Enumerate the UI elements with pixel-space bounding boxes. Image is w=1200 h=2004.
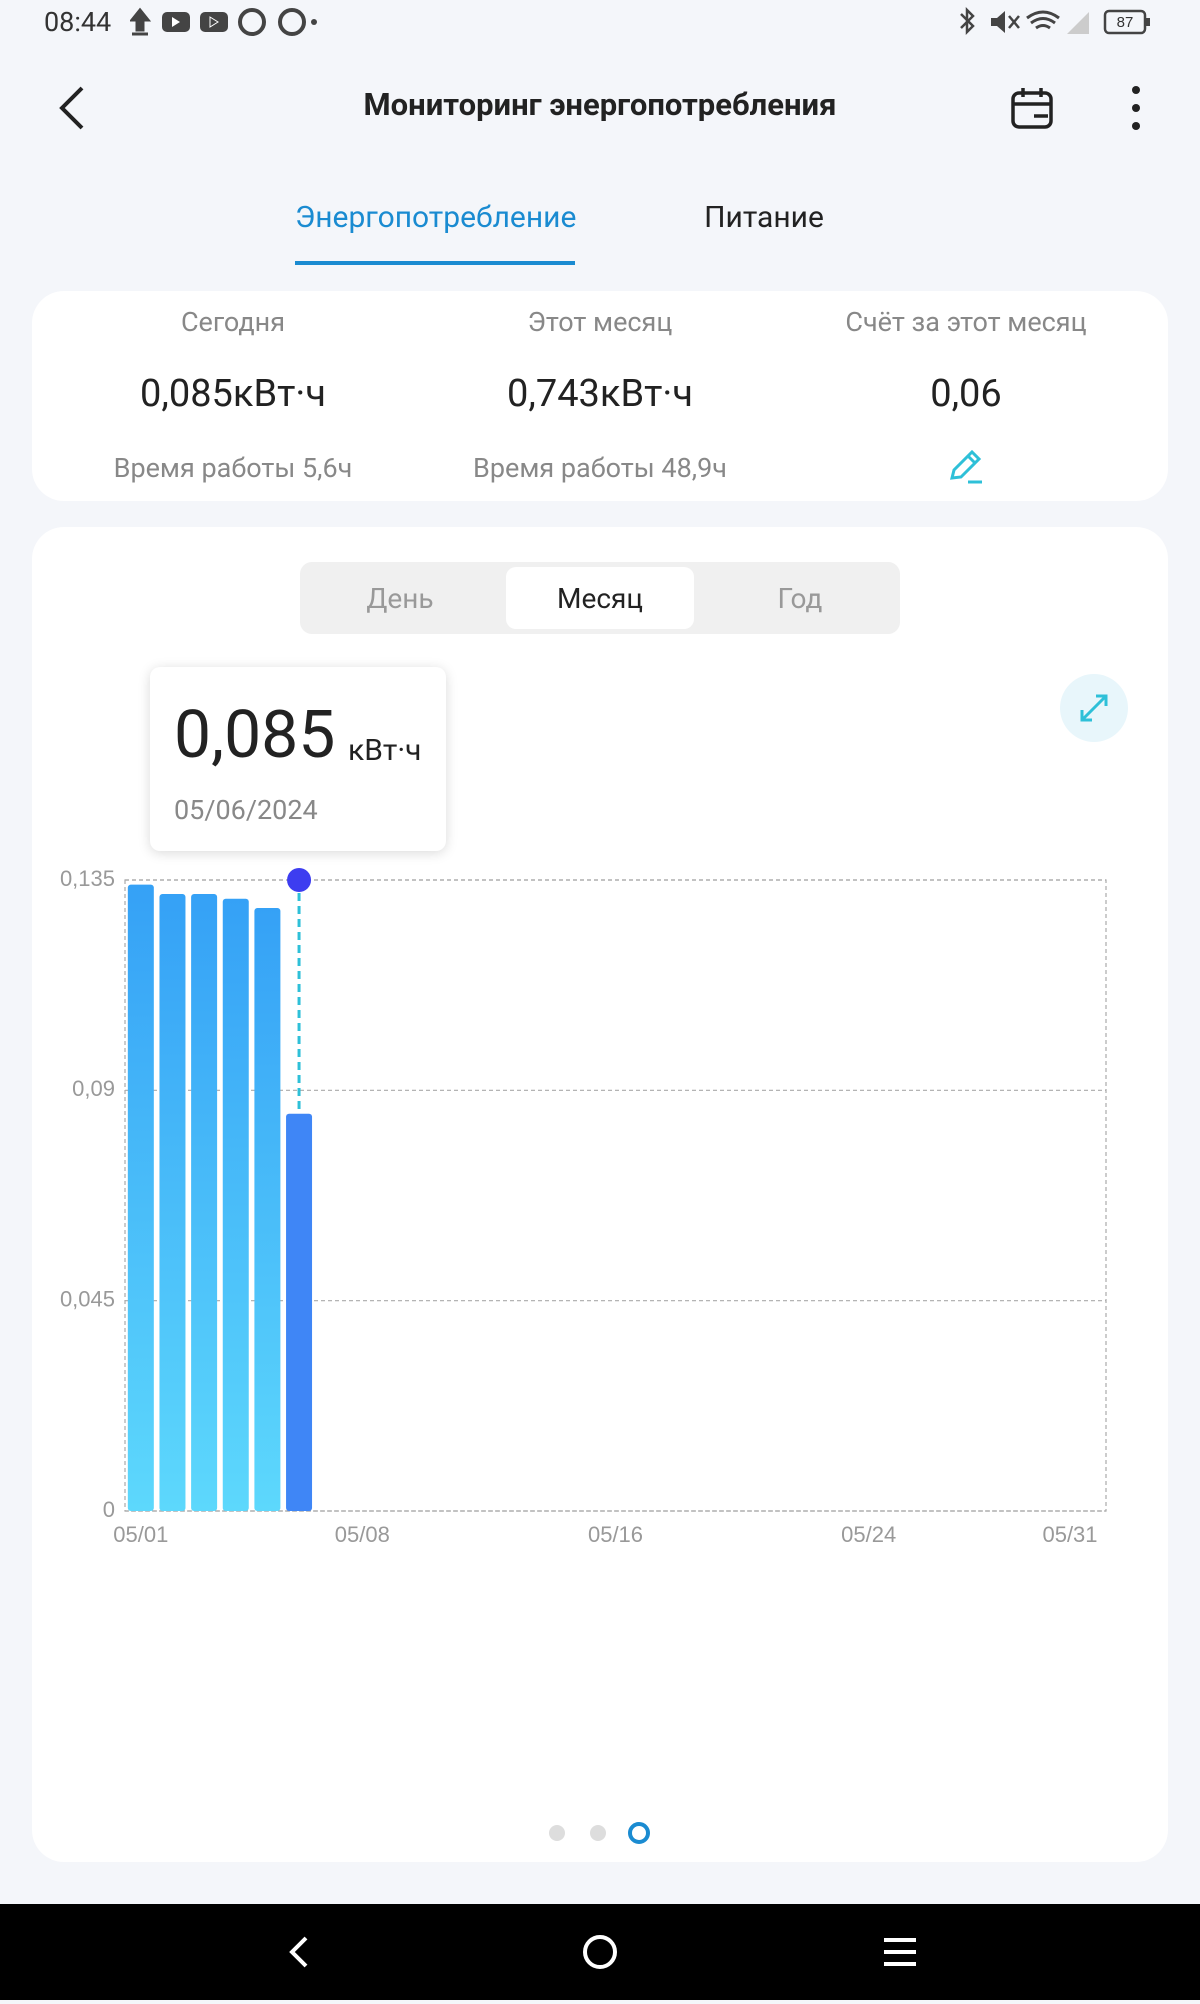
summary-value: 0,743кВт·ч: [507, 372, 693, 416]
period-selected: [506, 567, 694, 629]
summary-value: 0,06: [930, 372, 1002, 416]
x-tick-label: 05/16: [588, 1522, 643, 1547]
x-tick-label: 05/08: [335, 1522, 390, 1547]
tooltip: 0,085 кВт·ч 05/06/2024: [150, 667, 446, 851]
tab[interactable]: Питание: [704, 200, 824, 235]
x-tick-label: 05/24: [841, 1522, 896, 1547]
tooltip-date: 05/06/2024: [174, 794, 318, 826]
period-tab-active[interactable]: Месяц: [557, 582, 643, 615]
y-tick-label: 0,09: [72, 1076, 115, 1101]
pager: [549, 1822, 650, 1844]
bar: [191, 894, 218, 1511]
battery-level: 87: [1117, 14, 1134, 31]
x-tick-label: 05/31: [1042, 1522, 1097, 1547]
nav-bar: [0, 1904, 1200, 2000]
bar: [159, 894, 186, 1511]
bar: [254, 908, 281, 1511]
y-tick-label: 0,135: [60, 866, 115, 891]
page-title: Мониторинг энергопотребления: [363, 86, 837, 123]
tab-active[interactable]: Энергопотребление: [295, 200, 577, 235]
tooltip-unit: кВт·ч: [348, 733, 422, 768]
bar: [222, 898, 249, 1511]
bar: [127, 884, 154, 1511]
period-tab[interactable]: Год: [777, 582, 823, 615]
tooltip-value: 0,085: [174, 697, 336, 774]
bar: [286, 1113, 313, 1511]
notification-icons: [130, 7, 317, 36]
x-tick-label: 05/01: [113, 1522, 168, 1547]
highlight-dot: [287, 868, 312, 892]
back-button[interactable]: [52, 84, 92, 132]
nav-icons: [289, 1935, 916, 1969]
summary-label: Сегодня: [180, 306, 286, 338]
summary-value: 0,085кВт·ч: [140, 372, 326, 416]
clock: 08:44: [44, 6, 112, 38]
summary-label: Счёт за этот месяц: [845, 306, 1087, 338]
summary-note: Время работы 5,6ч: [113, 452, 353, 484]
more-button[interactable]: [1124, 84, 1148, 132]
system-icons: 87: [960, 6, 1150, 36]
y-tick-label: 0: [103, 1497, 115, 1522]
summary-note: Время работы 48,9ч: [473, 452, 727, 484]
chart: 0 0,045 0,09 0,135 05/01 05/08 05/16 05/24 05/31: [60, 866, 1107, 1547]
edit-button[interactable]: [946, 446, 986, 486]
status-bar: 08:44 87: [0, 0, 1200, 44]
tab-underline: [295, 261, 575, 265]
summary-label: Этот месяц: [527, 306, 673, 338]
y-tick-label: 0,045: [60, 1286, 115, 1311]
calendar-button[interactable]: [1010, 86, 1054, 130]
summary-card: [32, 291, 1168, 501]
period-tab[interactable]: День: [366, 582, 434, 615]
expand-button[interactable]: [1060, 674, 1128, 742]
